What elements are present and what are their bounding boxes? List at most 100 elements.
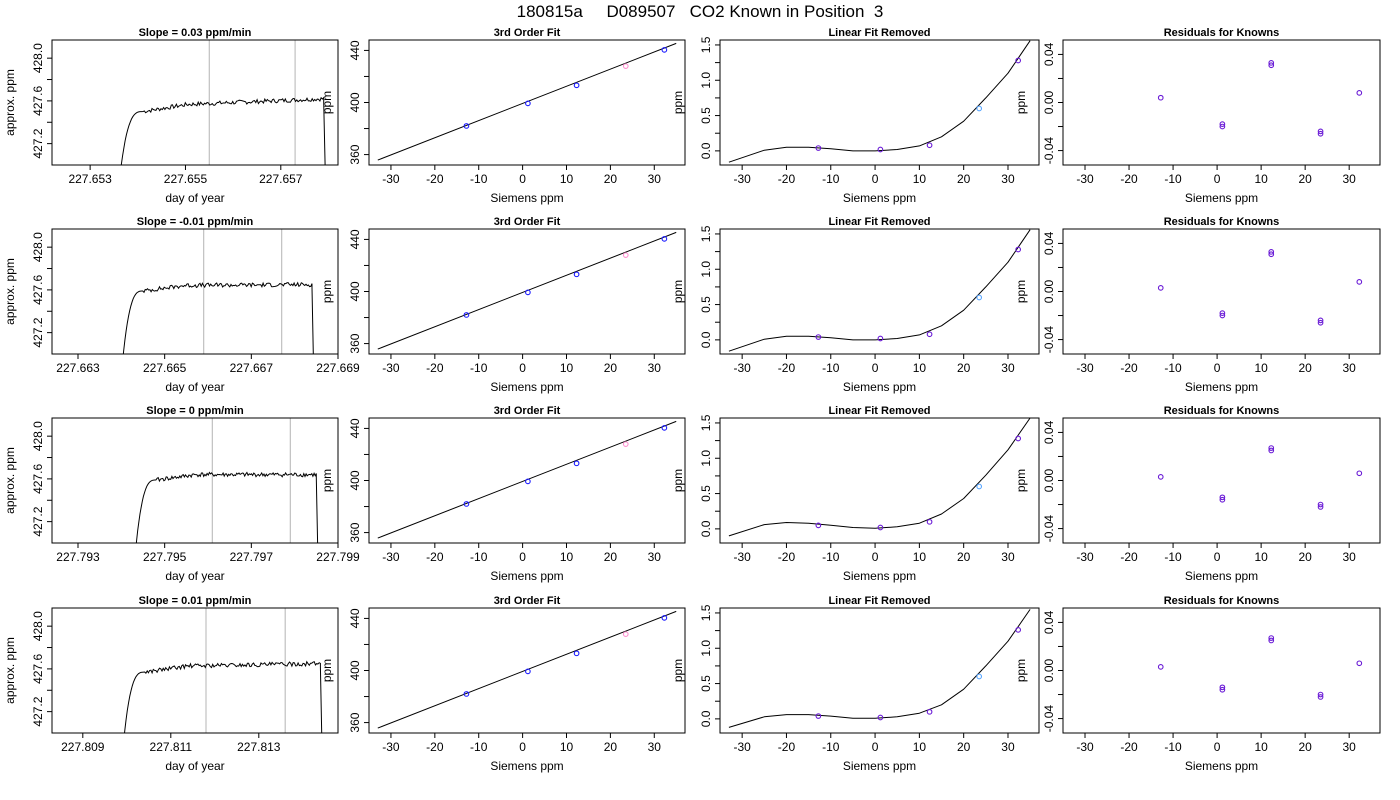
data-point bbox=[1219, 686, 1226, 693]
x-tick-label: 0 bbox=[872, 740, 879, 754]
x-tick-label: -10 bbox=[470, 361, 488, 375]
y-tick-label: 0.5 bbox=[699, 296, 713, 313]
plot-area bbox=[1157, 248, 1363, 326]
x-tick-label: 0 bbox=[872, 550, 879, 564]
plot-frame bbox=[368, 39, 686, 166]
y-axis-label: ppm bbox=[320, 469, 334, 492]
plot-area bbox=[135, 418, 319, 543]
x-tick-label: 227.663 bbox=[56, 361, 100, 375]
data-point bbox=[463, 312, 470, 318]
panel-1-row-4: Slope = 0.01 ppm/min day of year approx. p… bbox=[3, 595, 339, 773]
data-point bbox=[1317, 694, 1324, 700]
x-tick-label: -10 bbox=[822, 172, 840, 186]
plot-area bbox=[120, 40, 326, 165]
x-tick-label: 30 bbox=[648, 550, 662, 564]
panel-4-row-3: Residuals for Knowns Siemens ppm ppm -30 -20… bbox=[1014, 405, 1381, 583]
y-tick-label: 400 bbox=[348, 281, 362, 301]
data-point bbox=[463, 691, 470, 697]
y-axis-label: ppm bbox=[320, 659, 334, 682]
data-point bbox=[1219, 496, 1226, 503]
x-tick-label: 227.793 bbox=[56, 550, 100, 564]
y-tick-label: 1.5 bbox=[699, 414, 713, 431]
plot-frame bbox=[368, 228, 686, 355]
x-tick-label: -20 bbox=[426, 550, 444, 564]
data-point bbox=[661, 425, 668, 431]
x-tick-label: -30 bbox=[733, 550, 751, 564]
concentration-trace bbox=[120, 96, 326, 165]
data-point bbox=[877, 146, 884, 153]
data-point bbox=[815, 334, 822, 340]
y-tick-label: 400 bbox=[348, 92, 362, 112]
data-point bbox=[1219, 310, 1226, 316]
panel-1-row-3: Slope = 0 ppm/min day of year approx. ppm 2… bbox=[3, 405, 360, 583]
x-tick-label: 30 bbox=[1343, 361, 1357, 375]
x-tick-label: -20 bbox=[778, 172, 796, 186]
panel-title: Linear Fit Removed bbox=[828, 595, 930, 607]
x-tick-label: -20 bbox=[778, 550, 796, 564]
y-tick-label: 1.0 bbox=[699, 450, 713, 467]
panel-title: Residuals for Knowns bbox=[1164, 27, 1280, 39]
x-tick-label: 227.665 bbox=[143, 361, 187, 375]
y-axis-label: ppm bbox=[1014, 91, 1028, 114]
y-axis-label: ppm bbox=[671, 280, 685, 303]
data-point bbox=[622, 441, 629, 448]
data-point bbox=[815, 713, 822, 719]
x-tick-label: -30 bbox=[382, 740, 400, 754]
y-tick-label: 0.5 bbox=[699, 107, 713, 124]
plot-area bbox=[122, 229, 314, 354]
data-point bbox=[1268, 447, 1275, 454]
y-tick-label: -0.04 bbox=[1042, 326, 1056, 354]
x-axis-label: Siemens ppm bbox=[843, 759, 916, 773]
x-tick-label: 20 bbox=[957, 172, 971, 186]
panel-3-row-1: Linear Fit Removed Siemens ppm ppm -30 -20 -1… bbox=[671, 27, 1040, 205]
x-tick-label: 20 bbox=[1298, 361, 1312, 375]
x-tick-label: -30 bbox=[382, 172, 400, 186]
y-axis-label: approx. ppm bbox=[3, 447, 17, 514]
x-axis-label: Siemens ppm bbox=[1185, 380, 1258, 394]
panel-title: 3rd Order Fit bbox=[494, 405, 561, 417]
x-tick-label: 30 bbox=[1343, 172, 1357, 186]
panel-2-row-2: 3rd Order Fit Siemens ppm ppm -30 -20 -10 0 10 2… bbox=[320, 216, 686, 394]
y-tick-label: 1.0 bbox=[699, 261, 713, 278]
x-tick-label: 227.813 bbox=[237, 740, 281, 754]
plot-frame bbox=[719, 607, 1040, 734]
x-tick-label: -10 bbox=[822, 361, 840, 375]
x-tick-label: 227.657 bbox=[259, 172, 303, 186]
y-tick-label: 428.0 bbox=[31, 232, 45, 262]
y-axis-label: ppm bbox=[1014, 280, 1028, 303]
panel-1-row-2: Slope = -0.01 ppm/min day of year approx. … bbox=[3, 216, 360, 394]
plot-frame bbox=[51, 417, 339, 544]
x-tick-label: 20 bbox=[604, 740, 618, 754]
y-tick-label: 1.5 bbox=[699, 604, 713, 621]
x-tick-label: 0 bbox=[1214, 361, 1221, 375]
data-point bbox=[1157, 474, 1164, 480]
y-tick-label: 360 bbox=[348, 712, 362, 732]
data-point bbox=[1268, 62, 1275, 69]
x-axis-label: day of year bbox=[165, 380, 224, 394]
panel-1-row-1: Slope = 0.03 ppm/min day of year approx. p… bbox=[3, 27, 339, 205]
data-point bbox=[1356, 660, 1363, 667]
x-axis-label: Siemens ppm bbox=[490, 380, 563, 394]
x-tick-label: 10 bbox=[1254, 172, 1268, 186]
x-tick-label: 0 bbox=[519, 740, 526, 754]
panel-title: Slope = 0.03 ppm/min bbox=[139, 27, 252, 39]
plot-frame bbox=[51, 228, 339, 355]
y-tick-label: 0.04 bbox=[1042, 610, 1056, 634]
x-tick-label: 20 bbox=[1298, 740, 1312, 754]
data-point bbox=[661, 47, 668, 53]
y-tick-label: 0.04 bbox=[1042, 420, 1056, 444]
x-tick-label: -20 bbox=[1120, 172, 1138, 186]
x-tick-label: 0 bbox=[519, 550, 526, 564]
panel-title: 3rd Order Fit bbox=[494, 216, 561, 228]
data-point bbox=[463, 501, 470, 507]
cubic-fit-curve bbox=[728, 40, 1031, 163]
x-tick-label: -30 bbox=[733, 740, 751, 754]
data-point bbox=[1219, 494, 1226, 501]
y-tick-label: 0.0 bbox=[699, 331, 713, 348]
x-axis-label: day of year bbox=[165, 569, 224, 583]
data-point bbox=[976, 673, 983, 680]
plot-frame bbox=[1062, 39, 1381, 166]
x-tick-label: 10 bbox=[913, 172, 927, 186]
data-point bbox=[976, 294, 983, 301]
concentration-trace bbox=[135, 471, 319, 543]
